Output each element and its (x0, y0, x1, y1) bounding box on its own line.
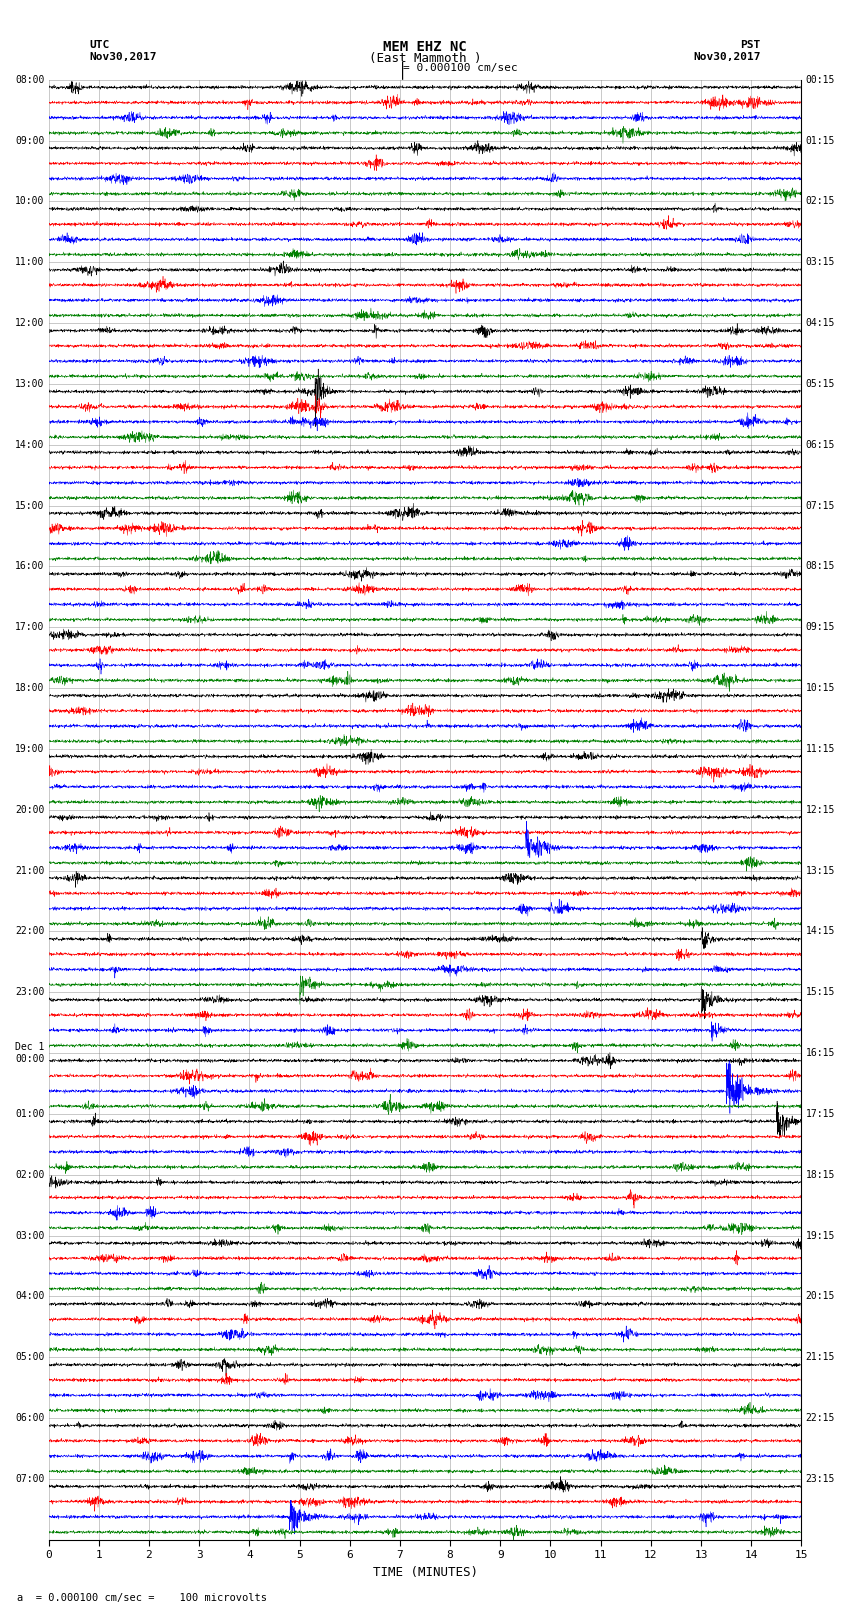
Text: MEM EHZ NC: MEM EHZ NC (383, 40, 467, 55)
Text: = 0.000100 cm/sec: = 0.000100 cm/sec (403, 63, 518, 73)
Text: (East Mammoth ): (East Mammoth ) (369, 52, 481, 65)
Text: a  = 0.000100 cm/sec =    100 microvolts: a = 0.000100 cm/sec = 100 microvolts (17, 1594, 267, 1603)
X-axis label: TIME (MINUTES): TIME (MINUTES) (372, 1566, 478, 1579)
Text: Nov30,2017: Nov30,2017 (89, 52, 156, 61)
Text: Nov30,2017: Nov30,2017 (694, 52, 761, 61)
Text: PST: PST (740, 40, 761, 50)
Text: │: │ (398, 61, 407, 79)
Text: UTC: UTC (89, 40, 110, 50)
